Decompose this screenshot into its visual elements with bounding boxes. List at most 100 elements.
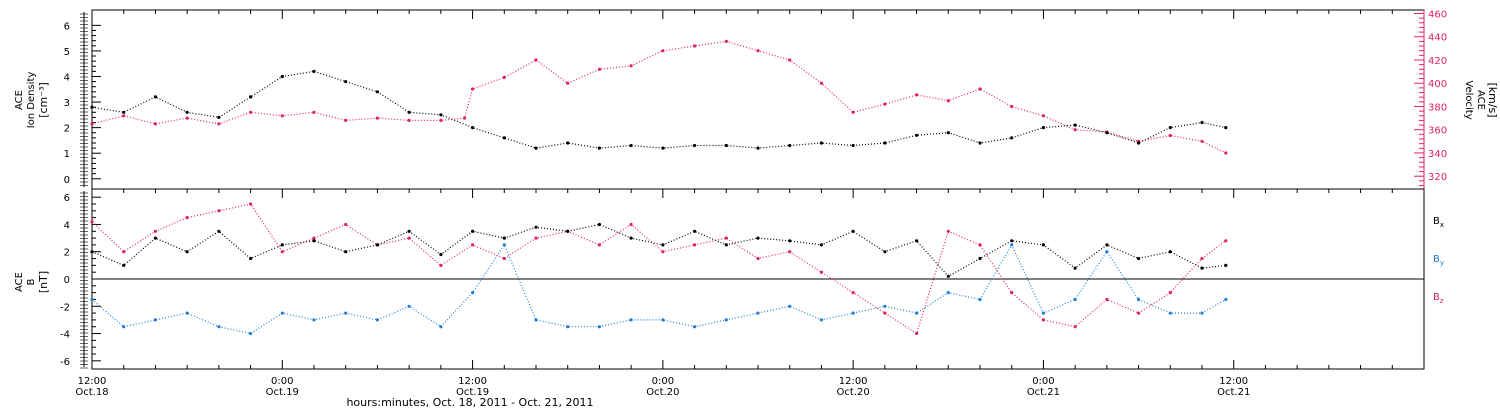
b-tick-label: 6 <box>64 193 70 204</box>
velocity-point <box>439 118 443 122</box>
legend-bz: Bz <box>1433 292 1444 305</box>
legend-bx-name: B <box>1433 216 1440 227</box>
b-ylabel-line1: ACE <box>14 272 25 292</box>
date-tick-label: Oct.20 <box>646 387 679 398</box>
velocity-tick-label: 320 <box>1428 172 1447 183</box>
velocity-point <box>946 99 950 103</box>
magnetic-field-panel: -6 -4 -2 0 2 4 6 ACE B [nT] Bx By Bz <box>14 188 1444 370</box>
bx-point <box>1137 256 1141 261</box>
by-point <box>883 304 887 308</box>
velocity-point <box>693 44 697 48</box>
velocity-trace <box>91 40 1227 154</box>
velocity-unit: [km/s] <box>1486 82 1499 117</box>
velocity-point <box>463 116 467 120</box>
bx-point <box>1224 263 1228 267</box>
bz-point <box>1073 325 1077 329</box>
bx-point <box>375 243 379 247</box>
bx-point <box>788 239 792 243</box>
legend-bz-sub: z <box>1440 297 1444 305</box>
bx-point <box>566 229 570 233</box>
bz-point <box>756 256 760 261</box>
legend-bx: Bx <box>1433 216 1444 229</box>
density-tick-label: 4 <box>64 72 70 83</box>
bz-point <box>915 331 919 336</box>
by-point <box>471 291 475 295</box>
velocity-point <box>1168 133 1172 138</box>
by-point <box>661 318 665 322</box>
density-point <box>883 141 887 145</box>
by-point <box>153 318 157 322</box>
by-point <box>249 331 253 336</box>
bx-point <box>280 243 284 247</box>
velocity-tick-label: 380 <box>1428 102 1447 113</box>
density-point <box>629 143 633 148</box>
density-velocity-panel: 0 1 2 3 4 5 6 320 340 360 380 400 420 440 460 ACE Ion… <box>14 9 1499 190</box>
by-point <box>534 318 538 322</box>
density-tick-label: 3 <box>64 98 70 109</box>
density-axis: 0 1 2 3 4 5 6 <box>64 12 101 187</box>
bx-point <box>756 236 760 240</box>
legend-by-name: B <box>1433 254 1440 265</box>
bz-point <box>534 236 538 240</box>
time-tick-label: 0:00 <box>1032 376 1054 387</box>
by-point <box>185 311 189 315</box>
magnetic-field-points <box>90 202 1228 336</box>
bz-point <box>217 209 221 213</box>
velocity-tick-label: 400 <box>1428 79 1447 90</box>
velocity-tick-label: 340 <box>1428 149 1447 160</box>
density-tick-label: 0 <box>64 175 70 186</box>
bx-trace <box>91 223 1226 278</box>
b-legend: Bx By Bz <box>1433 216 1444 305</box>
bz-point <box>1105 297 1109 302</box>
bx-point <box>312 239 316 243</box>
by-point <box>756 311 760 315</box>
density-point <box>1073 123 1077 127</box>
density-point <box>724 143 728 148</box>
by-point <box>566 325 570 329</box>
density-tick-label: 1 <box>64 149 70 160</box>
legend-by: By <box>1433 254 1444 267</box>
b-unit: [nT] <box>37 271 50 293</box>
velocity-point <box>344 118 348 122</box>
time-tick-label: 12:00 <box>78 376 107 387</box>
date-tick-label: Oct.21 <box>1217 387 1250 398</box>
velocity-ylabel-line1: ACE <box>1475 90 1486 110</box>
velocity-point <box>185 116 189 120</box>
time-axis-label: hours:minutes, Oct. 18, 2011 - Oct. 21, … <box>346 396 593 409</box>
density-point <box>819 141 824 145</box>
b-tick-label: -2 <box>60 302 70 313</box>
density-ylabel-line1: ACE <box>14 90 25 110</box>
b-tick-label: -6 <box>60 357 70 368</box>
density-point <box>788 143 792 148</box>
density-point <box>566 141 570 145</box>
density-point <box>534 146 538 150</box>
time-tick-label: 12:00 <box>839 376 868 387</box>
b-axis: -6 -4 -2 0 2 4 6 <box>60 191 101 369</box>
bz-point <box>280 250 284 254</box>
bx-point <box>185 250 189 254</box>
by-point <box>629 318 633 322</box>
legend-by-sub: y <box>1440 259 1444 267</box>
velocity-tick-label: 360 <box>1428 126 1447 137</box>
date-tick-label: Oct.18 <box>75 387 108 398</box>
density-tick-label: 6 <box>64 21 70 32</box>
bz-trace <box>91 203 1227 335</box>
b-tick-label: 0 <box>64 275 70 286</box>
by-point <box>122 325 126 329</box>
velocity-tick-label: 440 <box>1428 33 1447 44</box>
density-ylabel-line2: Ion Density <box>26 72 37 129</box>
b-tick-label: 4 <box>64 220 70 231</box>
velocity-point <box>1200 139 1204 143</box>
density-point <box>217 115 221 119</box>
legend-bz-name: B <box>1433 292 1440 303</box>
bz-point <box>1224 239 1228 243</box>
by-trace <box>91 243 1227 335</box>
b-ylabel-line2: B <box>26 278 37 285</box>
velocity-point <box>153 122 157 126</box>
bz-point <box>693 243 697 247</box>
bz-point <box>1137 311 1141 315</box>
date-tick-label: Oct.20 <box>837 387 870 398</box>
bx-point <box>344 250 348 254</box>
